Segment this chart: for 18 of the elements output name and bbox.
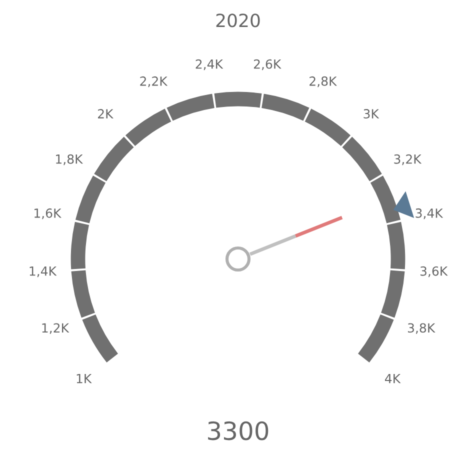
- text: 2,4K: [196, 59, 224, 70]
- text: 1,6K: [34, 208, 62, 220]
- text: 1,8K: [56, 154, 84, 166]
- text: 2,8K: [310, 76, 337, 88]
- text: 2K: [98, 109, 114, 118]
- text: 4K: [384, 374, 401, 384]
- data-label: 3300: [208, 421, 268, 440]
- text: 2,6K: [254, 59, 282, 70]
- text: 3,6K: [420, 266, 448, 278]
- text: 3,8K: [408, 323, 436, 334]
- text: 2,2K: [140, 76, 168, 88]
- text: 3,2K: [394, 154, 422, 166]
- text: 1,4K: [30, 266, 57, 278]
- text: 3K: [364, 109, 380, 119]
- text: 1,2K: [42, 323, 70, 334]
- text: 1K: [76, 374, 92, 384]
- text: 3,4K: [416, 208, 444, 220]
- text: 2020: [216, 14, 260, 28]
